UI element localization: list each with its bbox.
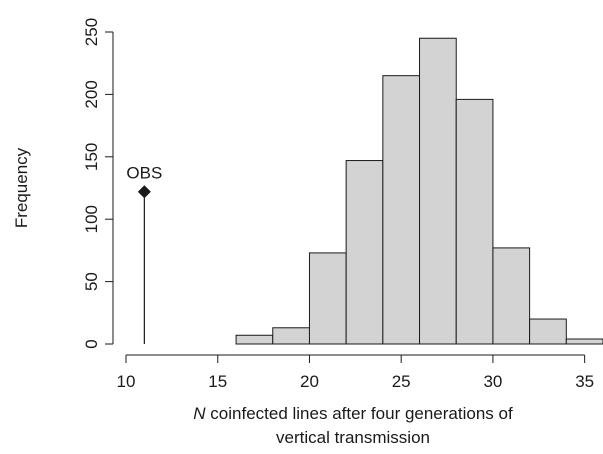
histogram-bar-3 xyxy=(308,252,347,345)
x-axis-title-line2: vertical transmission xyxy=(276,428,430,447)
histogram-bar-1 xyxy=(235,334,274,345)
x-axis-title-rest: coinfected lines after four generations … xyxy=(206,404,513,423)
x-tick-label-15: 15 xyxy=(208,372,227,391)
x-axis-title: N coinfected lines after four generation… xyxy=(193,404,513,423)
histogram-bar-2 xyxy=(272,327,310,345)
x-tick-label-25: 25 xyxy=(392,372,411,391)
x-axis: 10 15 20 25 30 35 xyxy=(117,354,594,391)
y-tick-label-50: 50 xyxy=(82,272,101,291)
y-tick-label-200: 200 xyxy=(82,80,101,108)
histogram-bar-4 xyxy=(345,160,384,345)
x-tick-label-30: 30 xyxy=(483,372,502,391)
y-tick-label-100: 100 xyxy=(82,205,101,233)
x-axis-title-italic: N xyxy=(193,404,206,423)
y-tick-label-150: 150 xyxy=(82,143,101,171)
histogram-bars xyxy=(235,37,603,345)
x-tick-label-35: 35 xyxy=(575,372,594,391)
histogram-bar-7 xyxy=(455,98,494,345)
histogram-bar-9 xyxy=(529,318,567,345)
y-tick-label-0: 0 xyxy=(82,339,101,348)
x-tick-label-20: 20 xyxy=(300,372,319,391)
x-tick-label-10: 10 xyxy=(117,372,136,391)
observed-diamond-marker xyxy=(137,185,151,199)
y-tick-label-250: 250 xyxy=(82,18,101,46)
histogram-bar-8 xyxy=(492,247,531,345)
histogram-bar-5 xyxy=(382,75,421,345)
observed-label: OBS xyxy=(126,164,162,183)
y-axis: 0 50 100 150 200 250 xyxy=(82,18,114,349)
observed-marker-group: OBS xyxy=(126,164,162,344)
histogram-bar-10 xyxy=(565,338,603,345)
histogram-bar-6 xyxy=(419,37,457,345)
y-axis-title: Frequency xyxy=(12,147,31,228)
